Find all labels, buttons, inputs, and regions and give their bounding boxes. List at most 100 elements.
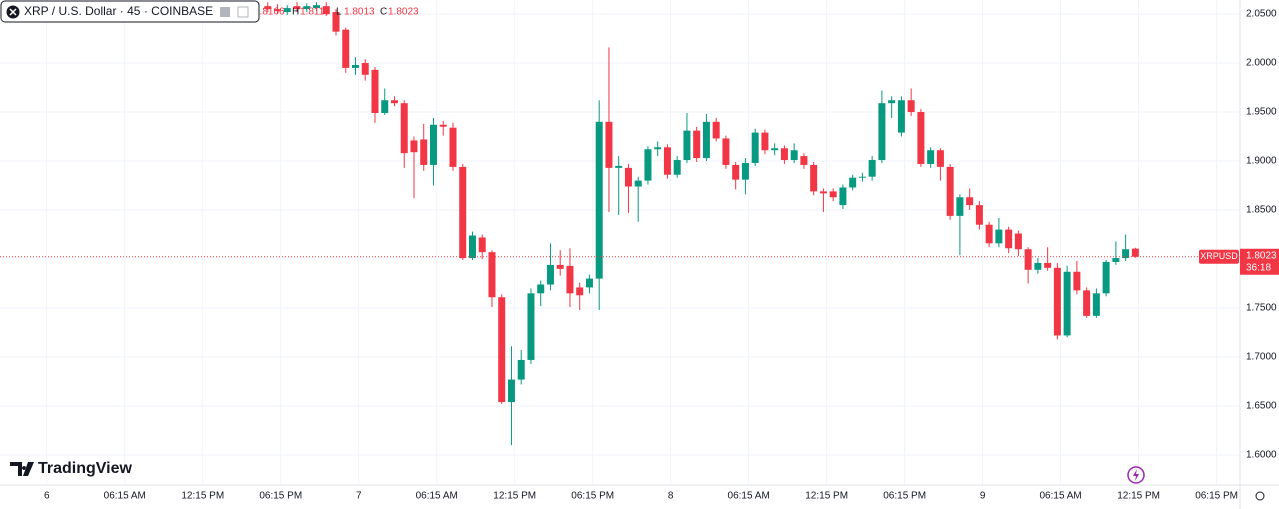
candle-body (702, 121, 710, 159)
event-icon[interactable] (1127, 466, 1145, 484)
candle-body (1112, 258, 1120, 262)
candle-body (1044, 262, 1052, 268)
candle-body (1092, 293, 1100, 316)
candle-body (634, 180, 642, 187)
y-tick-label: 1.7000 (1246, 352, 1277, 363)
candle-body (956, 197, 964, 216)
candle-body (1014, 233, 1022, 250)
x-tick-label: 06:15 PM (571, 491, 614, 502)
candle-body (663, 147, 671, 175)
candle-body (303, 6, 311, 10)
chart-title: XRP / U.S. Dollar · 45 · COINBASE (24, 4, 213, 18)
candle-body (966, 197, 974, 206)
candle-body (312, 5, 320, 9)
ohlc-letter: H (292, 7, 299, 18)
event-icon-bolt[interactable] (1133, 469, 1139, 481)
watermark: TradingView (10, 460, 133, 477)
candle-body (420, 139, 428, 165)
candle-body (1053, 267, 1061, 336)
symbol-tag-box (1199, 249, 1239, 264)
candle-body (585, 278, 593, 288)
candle-body (878, 103, 886, 161)
event-icon-ring[interactable] (1127, 466, 1145, 484)
candle-body (819, 191, 827, 194)
ohlc-letter: L (336, 7, 342, 18)
candle-body (390, 100, 398, 104)
candle-body (478, 237, 486, 253)
x-tick-label: 8 (668, 491, 674, 502)
candle-body (849, 177, 857, 188)
candle-body (1005, 229, 1013, 249)
y-tick-label: 1.8500 (1246, 205, 1277, 216)
countdown: 36:18 (1246, 262, 1271, 273)
candle-body (556, 264, 564, 269)
candles (0, 2, 1240, 446)
candle-body (322, 6, 330, 15)
x-tick-label: 9 (980, 491, 986, 502)
candle-body (1073, 271, 1081, 291)
candle-body (917, 112, 925, 164)
symbol-box-frame (0, 0, 260, 23)
x-tick-label: 06:15 AM (104, 491, 146, 502)
candle-body (722, 138, 730, 165)
grid (0, 0, 1240, 485)
candle-body (1122, 249, 1130, 259)
candle-body (595, 121, 603, 279)
candle-body (361, 63, 369, 75)
x-tick-label: 06:15 AM (728, 491, 770, 502)
candle-body (761, 132, 769, 151)
candle-body (351, 64, 359, 68)
axes: 2.05002.00001.95001.90001.85001.80001.75… (44, 9, 1279, 502)
x-tick-label: 12:15 PM (493, 491, 536, 502)
x-tick-label: 7 (356, 491, 362, 502)
candle-body (381, 100, 389, 113)
candle-body (546, 264, 554, 285)
candle-body (693, 130, 701, 159)
x-tick-label: 06:15 PM (259, 491, 302, 502)
candle-body (615, 165, 623, 168)
symbol-icon-mark (9, 8, 17, 16)
candle-body (790, 150, 798, 161)
candle-body (566, 265, 574, 294)
candle-body (439, 124, 447, 127)
candle-body (897, 100, 905, 133)
candle-body (449, 127, 457, 167)
candle-body (371, 69, 379, 113)
candle-body (995, 229, 1003, 244)
x-tick-label: 06:15 PM (883, 491, 926, 502)
candle-body (712, 121, 720, 139)
candle-body (1034, 262, 1042, 270)
toolbar-icon[interactable] (220, 7, 230, 17)
candle-body (1024, 249, 1032, 270)
candle-body (1063, 271, 1071, 336)
y-tick-label: 1.6000 (1246, 450, 1277, 461)
x-tick-label: 6 (44, 491, 50, 502)
candle-body (283, 8, 291, 13)
candle-body (839, 187, 847, 206)
candle-body (459, 166, 467, 259)
candle-body (936, 150, 944, 167)
candle-body (410, 140, 418, 153)
ohlc-letter: C (380, 7, 387, 18)
toolbar-icon[interactable] (237, 6, 249, 18)
candle-body (741, 162, 749, 180)
y-tick-label: 1.9500 (1246, 107, 1277, 118)
candle-body (975, 205, 983, 225)
x-tick-label: 06:15 AM (416, 491, 458, 502)
candle-body (654, 147, 662, 150)
ohlc-value: 1.8013 (344, 7, 375, 18)
x-tick-label: 06:15 AM (1039, 491, 1081, 502)
price-tag: 1.8023 (1246, 250, 1277, 261)
settings-icon[interactable] (1255, 491, 1265, 501)
candle-body (293, 6, 301, 10)
candle-body (771, 148, 779, 151)
watermark-logo (10, 462, 34, 476)
ohlc-value: 1.8023 (388, 7, 419, 18)
watermark-text: TradingView (38, 460, 133, 477)
candle-body (429, 124, 437, 165)
y-tick-label: 1.6500 (1246, 401, 1277, 412)
candle-body (342, 29, 350, 68)
y-tick-label: 2.0000 (1246, 58, 1277, 69)
candle-body (907, 100, 915, 113)
